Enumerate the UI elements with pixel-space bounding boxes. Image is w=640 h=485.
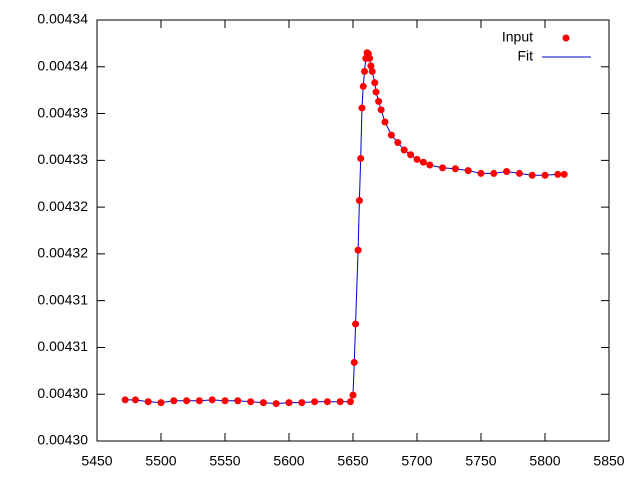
fit-line	[125, 51, 565, 405]
y-tick-label: 0.00431	[37, 291, 88, 307]
data-point	[554, 170, 562, 178]
y-tick-label: 0.00433	[37, 151, 88, 167]
data-point	[368, 67, 376, 75]
data-point	[272, 400, 280, 408]
legend-label: Fit	[517, 48, 533, 64]
y-tick-label: 0.00430	[37, 432, 88, 448]
data-point	[426, 161, 434, 169]
y-tick-label: 0.00434	[37, 11, 88, 27]
data-point	[336, 398, 344, 406]
data-point	[349, 391, 357, 399]
y-tick-label: 0.00432	[37, 198, 88, 214]
data-point	[503, 168, 511, 176]
data-point	[361, 67, 369, 75]
data-point	[419, 158, 427, 166]
data-point	[350, 358, 358, 366]
data-point	[170, 397, 178, 405]
data-point	[367, 62, 375, 70]
data-point	[490, 169, 498, 177]
data-point	[352, 320, 360, 328]
data-point	[371, 79, 379, 87]
data-point	[357, 154, 365, 162]
data-point	[221, 397, 229, 405]
x-tick-label: 5650	[337, 453, 368, 469]
x-tick-label: 5850	[593, 453, 624, 469]
data-point	[354, 246, 362, 254]
data-point	[381, 118, 389, 126]
y-tick-label: 0.00431	[37, 338, 88, 354]
legend-label: Input	[502, 29, 533, 45]
data-point	[515, 169, 523, 177]
data-point	[400, 146, 408, 154]
data-point	[131, 396, 139, 404]
data-point	[323, 398, 331, 406]
data-point	[355, 197, 363, 205]
data-point	[195, 397, 203, 405]
data-point	[377, 106, 385, 114]
x-tick-label: 5450	[81, 453, 112, 469]
data-point	[366, 54, 374, 62]
data-point	[541, 171, 549, 179]
data-point	[157, 399, 165, 407]
x-tick-label: 5700	[401, 453, 432, 469]
data-point	[144, 398, 152, 406]
data-point	[358, 104, 366, 112]
data-point	[234, 397, 242, 405]
data-point	[375, 97, 383, 105]
data-point	[259, 399, 267, 407]
data-point	[451, 165, 459, 173]
data-point	[121, 396, 129, 404]
data-point	[407, 151, 415, 159]
x-tick-label: 5550	[209, 453, 240, 469]
data-point	[208, 396, 216, 404]
data-point	[464, 167, 472, 175]
data-point	[387, 131, 395, 139]
y-tick-label: 0.00434	[37, 57, 88, 73]
x-tick-label: 5750	[465, 453, 496, 469]
data-point	[311, 398, 319, 406]
x-tick-label: 5800	[529, 453, 560, 469]
legend-point	[562, 34, 570, 42]
data-point	[560, 170, 568, 178]
data-point	[394, 139, 402, 147]
y-tick-label: 0.00432	[37, 245, 88, 261]
data-point	[346, 398, 354, 406]
data-point	[285, 399, 293, 407]
data-point	[372, 88, 380, 96]
plot-border	[96, 19, 610, 442]
data-point	[439, 164, 447, 172]
data-point	[247, 398, 255, 406]
data-point	[528, 171, 536, 179]
y-tick-label: 0.00430	[37, 385, 88, 401]
x-tick-label: 5500	[145, 453, 176, 469]
data-point	[183, 397, 191, 405]
data-point	[413, 155, 421, 163]
data-point	[359, 82, 367, 90]
y-tick-label: 0.00433	[37, 104, 88, 120]
data-point	[477, 169, 485, 177]
data-point	[298, 399, 306, 407]
x-tick-label: 5600	[273, 453, 304, 469]
